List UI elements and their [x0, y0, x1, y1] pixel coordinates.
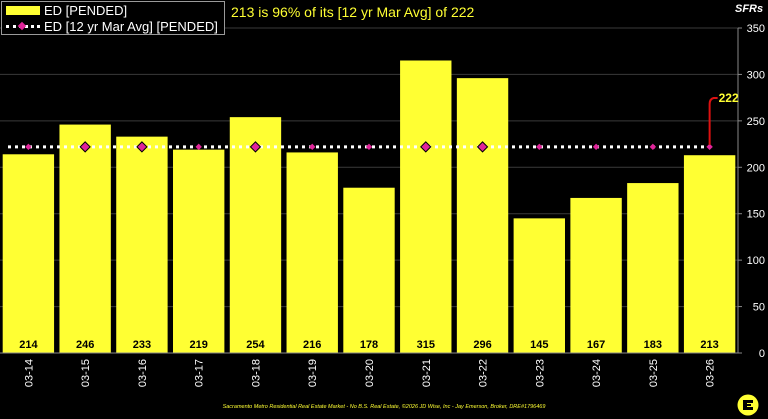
average-marker	[79, 141, 91, 153]
bar-value-label: 233	[133, 339, 151, 351]
bar-03-22	[456, 78, 509, 354]
bar-value-label: 216	[303, 339, 321, 351]
bar-value-label: 145	[530, 339, 548, 351]
x-tick-label: 03-19	[307, 359, 319, 387]
chart-subtitle: 213 is 96% of its [12 yr Mar Avg] of 222	[231, 4, 475, 20]
x-tick-label: 03-26	[705, 359, 717, 387]
y-tick-label: 0	[759, 348, 765, 360]
bar-03-26	[683, 155, 736, 353]
y-tick-label: 50	[753, 302, 765, 314]
average-marker	[706, 143, 713, 151]
legend: ED [PENDED] ED [12 yr Mar Avg] [PENDED]	[1, 1, 225, 35]
average-marker	[649, 143, 657, 151]
bar-03-17	[173, 149, 225, 353]
x-tick-label: 03-16	[137, 359, 149, 387]
x-tick-label: 03-14	[23, 359, 35, 387]
x-tick-label: 03-23	[534, 359, 546, 387]
x-tick-label: 03-25	[648, 359, 660, 387]
y-tick-label: 250	[747, 116, 765, 128]
bars	[2, 60, 736, 354]
average-marker	[25, 143, 32, 151]
y-tick-label: 150	[747, 209, 765, 221]
average-marker	[195, 143, 202, 151]
legend-line-label: ED [12 yr Mar Avg] [PENDED]	[44, 18, 218, 34]
average-marker	[420, 141, 432, 153]
callout-label: 222	[719, 91, 739, 105]
bar-value-label: 246	[76, 339, 94, 351]
average-marker	[136, 141, 148, 153]
x-tick-label: 03-17	[194, 359, 206, 387]
y-axis-title: SFRs	[735, 3, 764, 15]
x-tick-label: 03-22	[478, 359, 490, 387]
average-marker	[592, 143, 600, 151]
bar-value-label: 296	[473, 339, 491, 351]
average-marker	[536, 143, 543, 151]
y-tick-label: 350	[747, 23, 765, 35]
x-tick-label: 03-24	[591, 359, 603, 387]
average-marker	[365, 143, 373, 151]
bar-03-16	[116, 136, 168, 353]
legend-bar-swatch	[6, 5, 40, 15]
bar-value-label: 219	[190, 339, 208, 351]
brand-logo-icon	[737, 394, 759, 416]
x-tick-label: 03-20	[364, 359, 376, 387]
bar-value-label: 213	[700, 339, 718, 351]
x-tick-label: 03-18	[250, 359, 262, 387]
legend-item-bars: ED [PENDED]	[6, 2, 128, 18]
bar-03-20	[343, 187, 395, 353]
average-marker	[309, 143, 316, 151]
bar-value-label: 183	[644, 339, 662, 351]
average-line	[8, 141, 713, 153]
bar-value-label: 315	[417, 339, 435, 351]
y-tick-label: 100	[747, 255, 765, 267]
bar-03-19	[286, 152, 338, 353]
average-marker	[249, 141, 262, 153]
x-tick-label: 03-21	[421, 359, 433, 387]
footer-credit: Sacramento Metro Residential Real Estate…	[222, 404, 546, 410]
bar-value-label: 254	[246, 339, 265, 351]
legend-bar-label: ED [PENDED]	[44, 2, 128, 18]
y-tick-label: 200	[747, 162, 765, 174]
average-marker	[476, 141, 489, 153]
bar-03-24	[570, 197, 622, 353]
bar-value-label: 214	[19, 339, 38, 351]
bar-03-23	[513, 218, 565, 353]
bar-03-15	[59, 124, 111, 353]
bar-03-25	[627, 183, 679, 353]
bar-value-labels: 214 246 233 219 254 216 178 315 296 145 167 183 213	[19, 339, 719, 351]
bar-03-18	[229, 117, 282, 354]
callout-leader	[708, 97, 718, 145]
y-tick-label: 300	[747, 69, 765, 81]
legend-item-average: ED [12 yr Mar Avg] [PENDED]	[6, 18, 218, 34]
bar-03-14	[2, 154, 55, 353]
callout: 222	[708, 91, 739, 145]
bar-value-label: 178	[360, 339, 378, 351]
x-axis-ticks: 03-14 03-15 03-16 03-17 03-18 03-19 03-20 03-21…	[23, 359, 716, 387]
y-axis-ticks: 0 50 100 150 200 250 300 350	[0, 23, 765, 360]
legend-line-swatch	[6, 21, 40, 31]
bar-03-21	[400, 60, 452, 353]
x-tick-label: 03-15	[80, 359, 92, 387]
bar-value-label: 167	[587, 339, 605, 351]
